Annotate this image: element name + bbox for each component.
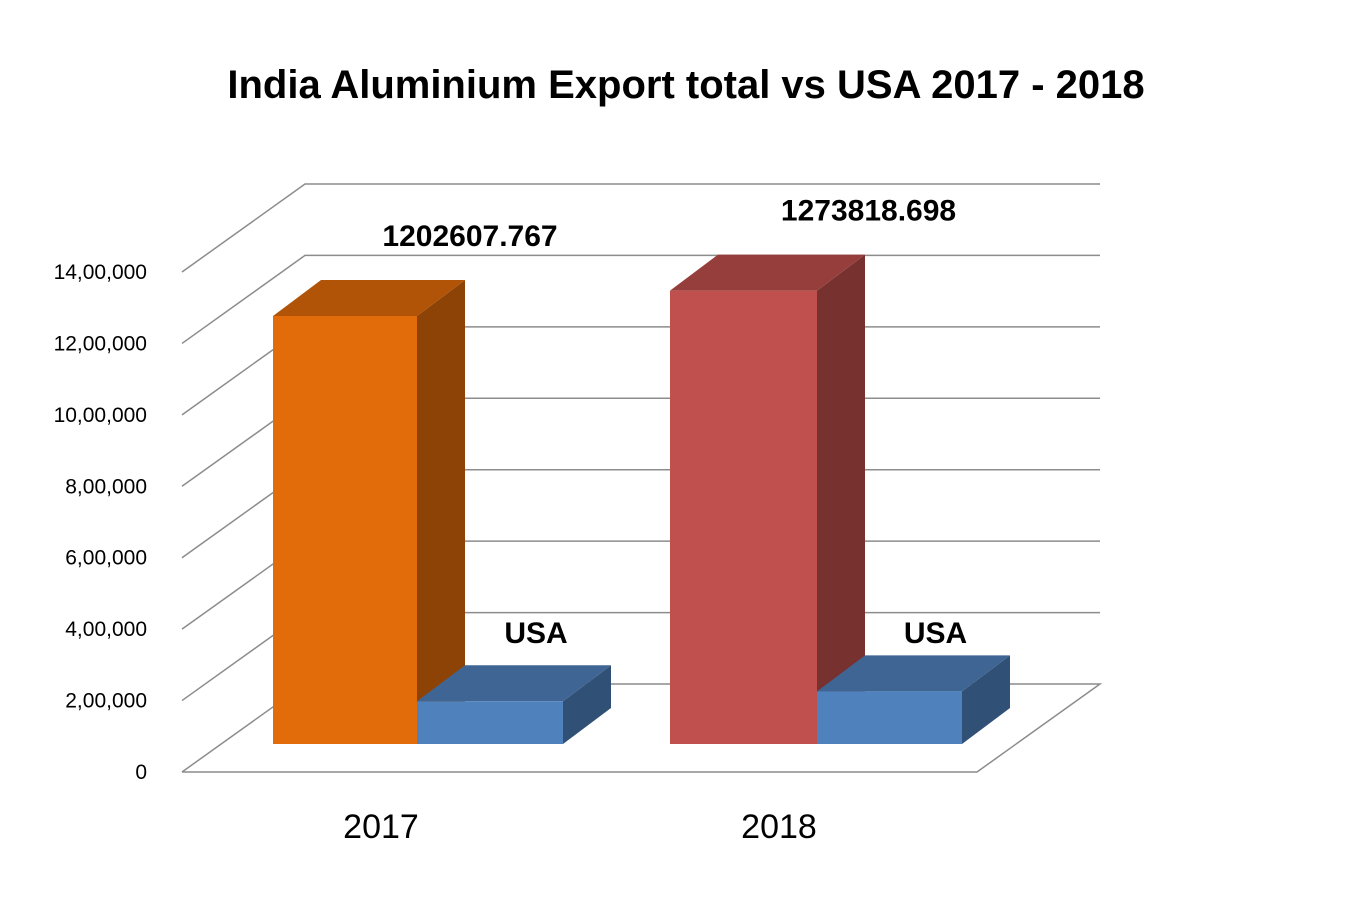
bar-total-2018-front	[670, 290, 817, 744]
y-tick-label: 10,00,000	[54, 404, 147, 427]
bar-total-2018-side	[817, 254, 865, 745]
x-category-label: 2018	[741, 808, 817, 846]
bar-usa-2018-top	[817, 655, 1010, 692]
gridline	[181, 183, 1100, 273]
bar-total-2017	[273, 280, 465, 744]
y-tick-label: 14,00,000	[54, 261, 147, 284]
x-category-label: 2017	[343, 808, 419, 846]
bar-total-2017-side	[417, 280, 465, 744]
bar-total-2017-top	[273, 280, 465, 316]
data-label-total: 1273818.698	[781, 195, 956, 228]
bar-usa-2018-side	[962, 655, 1010, 744]
y-axis-ticks: 0 2,00,000 4,00,000 6,00,000 8,00,000 10,00,0…	[54, 261, 147, 784]
y-tick-label: 12,00,000	[54, 332, 147, 355]
bar-usa-2017-front	[417, 701, 563, 744]
y-tick-label: 4,00,000	[65, 618, 147, 641]
chart-title: India Aluminium Export total vs USA 2017…	[227, 63, 1144, 107]
bar-total-2018	[670, 254, 865, 745]
bar-usa-2018	[817, 655, 1010, 744]
y-tick-label: 6,00,000	[65, 547, 147, 570]
x-axis-categories: 2017 2018	[343, 808, 817, 846]
y-tick-label: 8,00,000	[65, 475, 147, 498]
bar-total-2018-top	[670, 254, 865, 291]
data-label-usa: USA	[904, 617, 967, 650]
floor-outline	[181, 683, 1103, 773]
y-tick-label: 0	[135, 761, 147, 784]
bar-usa-2018-front	[817, 691, 962, 744]
bars	[273, 254, 1010, 745]
y-tick-label: 2,00,000	[65, 690, 147, 713]
data-label-usa: USA	[504, 617, 567, 650]
data-label-total: 1202607.767	[382, 220, 557, 253]
bar-usa-2017	[417, 665, 611, 744]
bar-usa-2017-top	[417, 665, 611, 702]
bar-total-2017-front	[273, 316, 417, 744]
data-labels: 1202607.767 USA 1273818.698 USA	[382, 195, 967, 650]
bar-usa-2017-side	[563, 665, 611, 744]
